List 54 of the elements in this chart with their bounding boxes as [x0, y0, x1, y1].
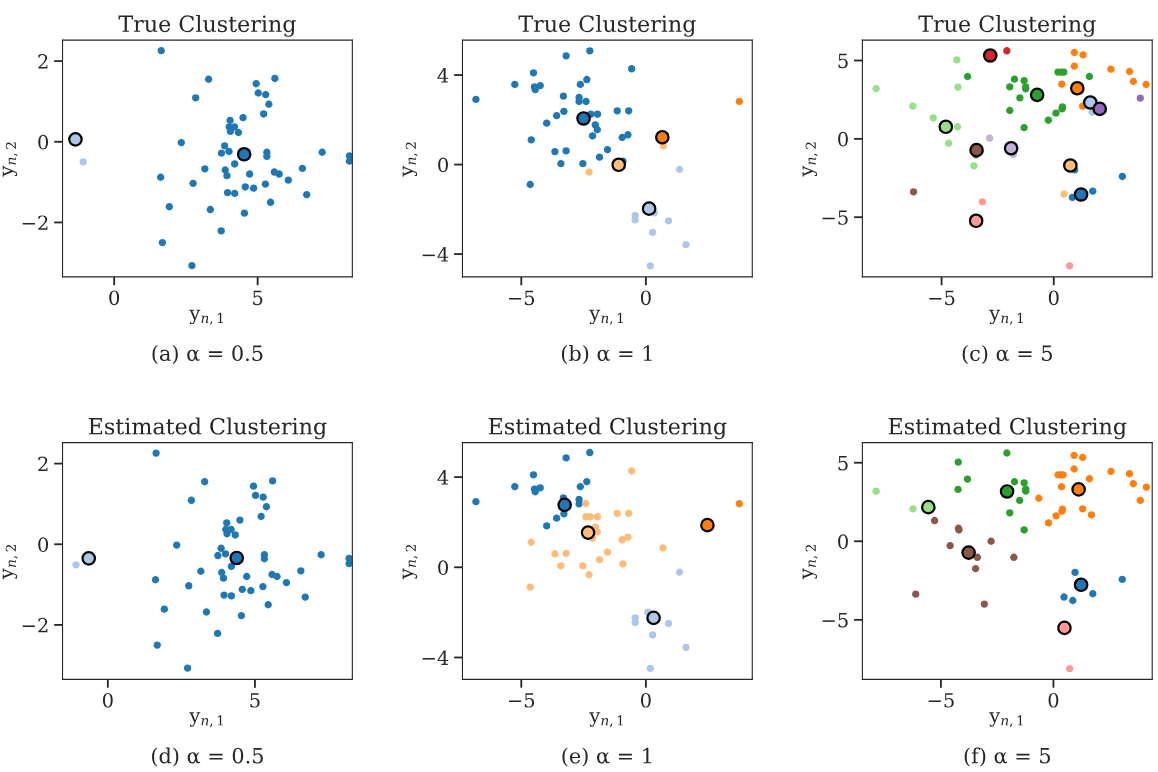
x-tick-label: −5 — [928, 693, 954, 708]
text: (d) α = 0.5 — [152, 747, 263, 767]
chart-title: True Clustering — [518, 14, 696, 37]
y-tick-label: 0 — [38, 134, 49, 150]
x-tick-label: 0 — [1048, 290, 1059, 306]
y-tick-label: −2 — [22, 215, 48, 230]
x-axis-title: y$_{n,1}$ — [989, 712, 1023, 728]
y-tick-label: −4 — [422, 650, 449, 665]
chart-title: Estimated Clustering — [488, 417, 727, 440]
text: (c) α = 5 — [962, 344, 1052, 365]
y-tick-label: 4 — [437, 68, 449, 83]
y-tick-label: −2 — [22, 617, 48, 633]
x-tick-label: 0 — [640, 692, 651, 708]
y-axis-title: y$_{n,2}$ — [802, 142, 818, 177]
x-axis-title: y$_{n,1}$ — [189, 712, 223, 728]
x-tick-label: −5 — [509, 693, 535, 708]
y-tick-label: −5 — [822, 613, 848, 628]
y-tick-label: 0 — [438, 560, 448, 575]
x-tick-label: 0 — [109, 290, 120, 306]
x-axis-title: y$_{n,1}$ — [989, 309, 1023, 325]
y-tick-label: 5 — [838, 53, 848, 69]
x-tick-label: 0 — [1048, 692, 1059, 708]
y-tick-label: 0 — [38, 537, 49, 552]
x-tick-label: 5 — [250, 693, 260, 708]
y-tick-label: −5 — [822, 210, 848, 225]
x-tick-label: 0 — [640, 290, 651, 306]
y-tick-label: 0 — [438, 157, 448, 173]
chart-title: Estimated Clustering — [888, 417, 1127, 440]
chart-title: Estimated Clustering — [88, 417, 327, 440]
y-axis-title: y$_{n,2}$ — [2, 142, 18, 177]
chart-title: True Clustering — [118, 14, 296, 37]
x-tick-label: 5 — [253, 290, 263, 306]
y-tick-label: 5 — [838, 455, 848, 471]
y-tick-label: 4 — [437, 470, 449, 485]
y-axis-title: y$_{n,2}$ — [802, 544, 818, 580]
x-tick-label: 0 — [102, 692, 113, 708]
chart-title: True Clustering — [918, 14, 1096, 37]
text: (f) α = 5 — [964, 747, 1050, 767]
y-tick-label: 0 — [838, 534, 848, 549]
y-axis-title: y$_{n,2}$ — [402, 142, 418, 177]
y-tick-label: 2 — [38, 456, 48, 471]
x-axis-title: y$_{n,1}$ — [589, 309, 623, 325]
y-tick-label: −4 — [422, 247, 449, 262]
y-tick-label: 2 — [38, 54, 48, 69]
x-axis-title: y$_{n,1}$ — [589, 712, 623, 728]
x-axis-title: y$_{n,1}$ — [189, 309, 223, 325]
y-axis-title: y$_{n,2}$ — [2, 544, 18, 580]
text: (b) α = 1 — [561, 344, 652, 365]
x-tick-label: −5 — [929, 290, 955, 306]
x-tick-label: −5 — [509, 290, 535, 306]
text: (e) α = 1 — [562, 747, 652, 767]
y-tick-label: 0 — [838, 131, 848, 147]
text: (a) α = 0.5 — [152, 344, 263, 365]
y-axis-title: y$_{n,2}$ — [402, 544, 418, 580]
